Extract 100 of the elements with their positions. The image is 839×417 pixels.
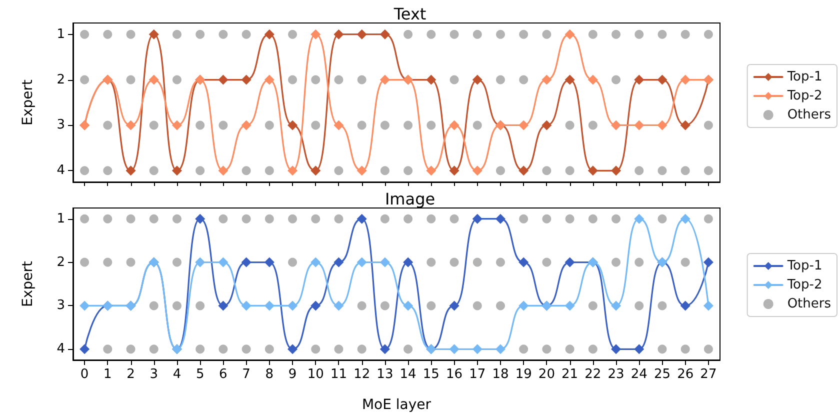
x-tick-label: 19 <box>515 367 532 382</box>
point <box>588 74 598 85</box>
point <box>542 120 552 130</box>
point <box>611 300 622 311</box>
point <box>288 300 298 311</box>
point <box>588 166 598 176</box>
point <box>241 74 252 85</box>
x-tick-label: 5 <box>196 367 204 382</box>
point <box>611 344 622 354</box>
point <box>288 120 298 130</box>
point <box>518 257 529 268</box>
point <box>703 300 714 311</box>
x-tick-label: 6 <box>219 367 228 382</box>
point <box>680 120 690 130</box>
point <box>356 29 367 40</box>
point <box>380 344 390 354</box>
point <box>564 74 575 85</box>
point <box>472 166 482 176</box>
point <box>495 214 506 224</box>
legend-label: Top-2 <box>786 88 822 104</box>
y-tick-label: 3 <box>56 298 65 314</box>
y-tick-label: 1 <box>56 211 65 226</box>
point <box>241 257 252 268</box>
point <box>634 214 644 224</box>
point <box>126 120 136 130</box>
point <box>680 300 690 311</box>
point <box>334 120 344 130</box>
y-tick-label: 2 <box>56 254 65 270</box>
point <box>634 344 644 354</box>
point <box>449 344 460 354</box>
point <box>449 300 460 311</box>
legend-label: Others <box>787 108 832 122</box>
point <box>241 300 252 311</box>
chart-title: Image <box>384 190 436 208</box>
point <box>634 120 644 130</box>
y-tick-label: 3 <box>56 118 65 133</box>
chart-title: Text <box>392 4 426 24</box>
y-axis-title: Expert <box>20 79 36 126</box>
y-axis-title: Expert <box>20 260 36 307</box>
point <box>426 166 436 176</box>
point <box>380 257 390 268</box>
point <box>449 166 460 176</box>
point <box>403 300 414 311</box>
point <box>680 74 690 85</box>
x-tick-label: 1 <box>104 367 112 382</box>
x-tick-label: 8 <box>265 367 274 382</box>
point <box>680 214 690 224</box>
point <box>472 74 482 85</box>
x-tick-label: 13 <box>376 367 394 382</box>
x-tick-label: 22 <box>584 367 602 382</box>
point <box>264 29 274 40</box>
x-tick-label: 11 <box>330 367 348 382</box>
point <box>542 74 552 85</box>
point <box>195 214 206 224</box>
point <box>334 29 344 40</box>
point <box>218 166 228 176</box>
point <box>380 74 390 85</box>
point <box>288 166 298 176</box>
point <box>356 257 367 268</box>
point <box>356 166 367 176</box>
point <box>310 166 321 176</box>
point <box>288 344 298 354</box>
point <box>264 300 274 311</box>
point <box>472 344 482 354</box>
point <box>310 29 321 40</box>
point <box>218 257 228 268</box>
point <box>403 257 414 268</box>
y-tick-label: 1 <box>56 26 65 42</box>
x-tick-label: 14 <box>400 367 416 382</box>
x-tick-label: 9 <box>288 367 297 382</box>
point <box>148 74 159 85</box>
x-tick-label: 20 <box>538 367 555 382</box>
x-tick-label: 3 <box>150 367 158 382</box>
x-tick-label: 0 <box>80 367 89 382</box>
y-tick-label: 2 <box>56 72 65 88</box>
point <box>564 29 575 40</box>
x-axis-title: MoE layer <box>362 397 432 413</box>
point <box>218 74 228 85</box>
legend-label: Others <box>787 296 832 312</box>
x-tick-label: 12 <box>354 367 370 382</box>
point <box>472 214 482 224</box>
point <box>518 120 529 130</box>
x-tick-label: 16 <box>446 367 463 382</box>
point <box>148 29 159 40</box>
point <box>634 74 644 85</box>
x-tick-label: 7 <box>242 367 250 382</box>
x-tick-label: 25 <box>654 367 671 382</box>
point <box>126 166 136 176</box>
point <box>564 257 575 268</box>
point <box>564 300 575 311</box>
point <box>380 29 390 40</box>
legend-label: Top-1 <box>786 70 822 84</box>
point <box>172 120 182 130</box>
point <box>264 257 274 268</box>
point <box>334 300 344 311</box>
point <box>426 74 436 85</box>
x-tick-label: 15 <box>422 367 440 382</box>
x-tick-label: 10 <box>307 367 324 382</box>
point <box>80 344 90 354</box>
point <box>310 300 321 311</box>
